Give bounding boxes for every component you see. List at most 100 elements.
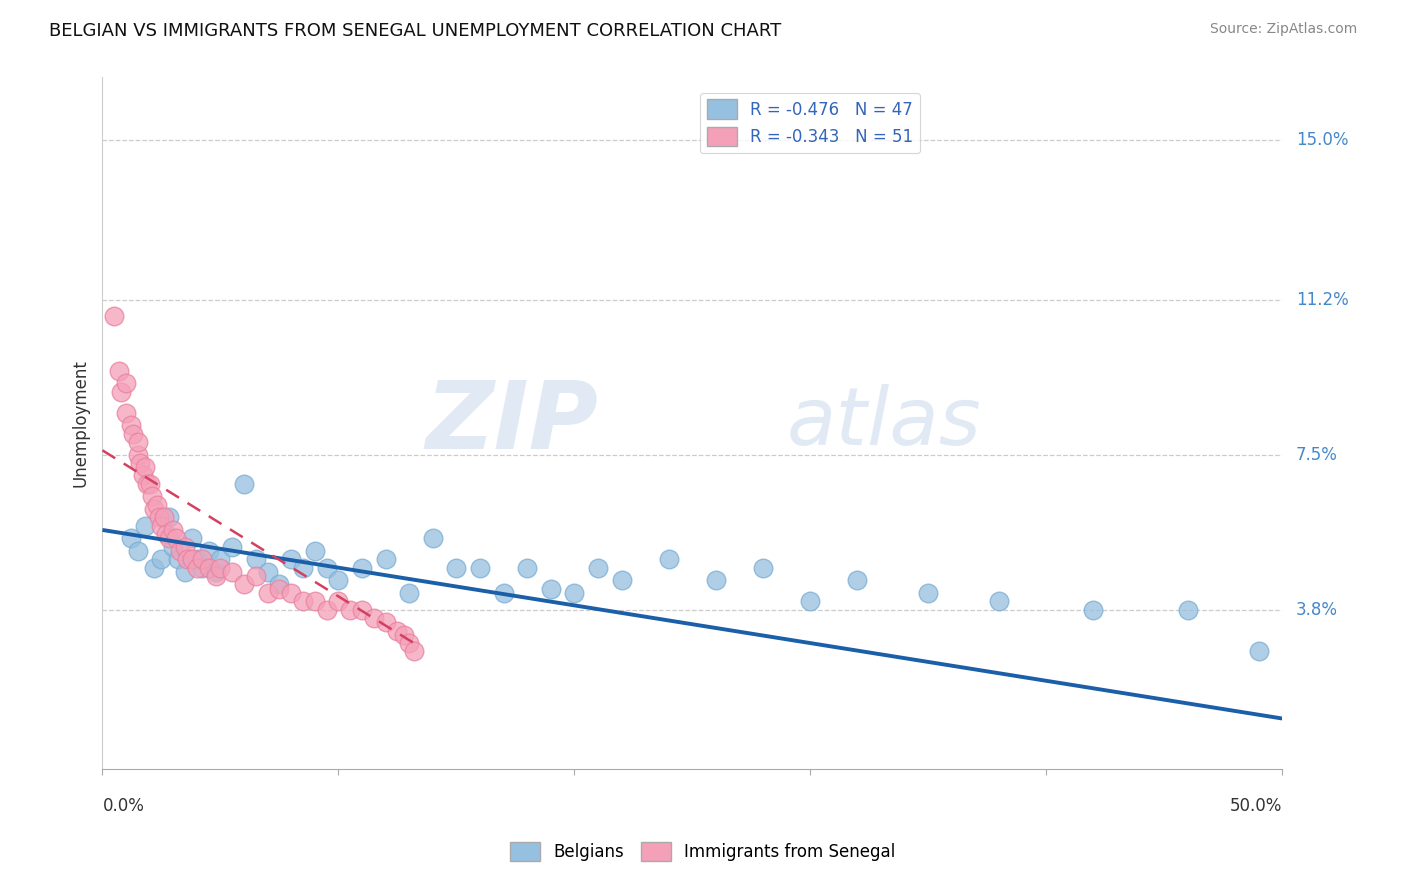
Point (799, 594, 821, 608)
Text: 11.2%: 11.2% (1296, 291, 1348, 309)
Point (150, 552, 173, 566)
Point (256, 586, 278, 600)
Point (120, 418, 142, 433)
Point (150, 518, 173, 533)
Point (398, 636, 420, 650)
Point (197, 544, 219, 558)
Point (110, 384, 132, 399)
Point (115, 376, 138, 391)
Point (176, 552, 198, 566)
Point (127, 544, 149, 558)
Point (1083, 602, 1105, 616)
Point (129, 456, 152, 470)
Point (209, 560, 232, 574)
Point (155, 527, 177, 541)
Point (162, 540, 184, 554)
Point (197, 560, 219, 574)
Point (562, 586, 585, 600)
Point (221, 540, 243, 554)
Point (143, 502, 166, 516)
Point (446, 560, 468, 574)
Point (988, 594, 1011, 608)
Point (233, 577, 256, 591)
Text: ZIP: ZIP (425, 377, 598, 469)
Point (304, 594, 326, 608)
Text: 0.0%: 0.0% (103, 797, 145, 814)
Point (704, 573, 727, 587)
Point (374, 615, 396, 629)
Point (157, 510, 180, 524)
Point (169, 544, 191, 558)
Point (221, 565, 243, 579)
Y-axis label: Unemployment: Unemployment (72, 359, 89, 487)
Point (846, 573, 869, 587)
Text: Source: ZipAtlas.com: Source: ZipAtlas.com (1209, 22, 1357, 37)
Point (204, 565, 226, 579)
Text: atlas: atlas (787, 384, 981, 462)
Point (291, 560, 314, 574)
Point (134, 460, 156, 475)
Point (190, 552, 212, 566)
Point (752, 560, 775, 574)
Text: 3.8%: 3.8% (1296, 600, 1339, 618)
Point (233, 476, 256, 491)
Point (540, 582, 562, 596)
Point (148, 510, 170, 524)
Point (280, 586, 302, 600)
Point (492, 586, 515, 600)
Point (174, 565, 197, 579)
Text: BELGIAN VS IMMIGRANTS FROM SENEGAL UNEMPLOYMENT CORRELATION CHART: BELGIAN VS IMMIGRANTS FROM SENEGAL UNEMP… (49, 22, 782, 40)
Point (181, 532, 204, 546)
Point (269, 577, 291, 591)
Point (136, 476, 159, 491)
Point (190, 560, 212, 574)
Point (181, 552, 204, 566)
Point (315, 560, 337, 574)
Point (328, 573, 350, 587)
Point (1177, 602, 1199, 616)
Point (157, 532, 180, 546)
Point (350, 602, 373, 616)
Point (1247, 644, 1270, 658)
Point (374, 552, 396, 566)
Point (658, 552, 681, 566)
Point (917, 586, 939, 600)
Point (127, 434, 149, 449)
Point (350, 560, 373, 574)
Point (398, 586, 420, 600)
Point (363, 611, 385, 625)
Point (143, 560, 166, 574)
Point (165, 532, 187, 546)
Point (120, 532, 142, 546)
Point (167, 552, 190, 566)
Text: 15.0%: 15.0% (1296, 131, 1348, 149)
Text: 7.5%: 7.5% (1296, 445, 1339, 464)
Text: 50.0%: 50.0% (1230, 797, 1282, 814)
Point (108, 364, 131, 378)
Point (339, 602, 361, 616)
Point (162, 523, 184, 537)
Point (131, 468, 153, 483)
Point (315, 602, 337, 616)
Point (174, 540, 197, 554)
Legend: Belgians, Immigrants from Senegal: Belgians, Immigrants from Senegal (503, 835, 903, 868)
Point (269, 582, 291, 596)
Point (103, 310, 125, 324)
Legend: R = -0.476   N = 47, R = -0.343   N = 51: R = -0.476 N = 47, R = -0.343 N = 51 (700, 93, 920, 153)
Point (209, 552, 232, 566)
Point (245, 552, 267, 566)
Point (394, 628, 416, 642)
Point (280, 552, 302, 566)
Point (468, 560, 491, 574)
Point (127, 448, 149, 462)
Point (134, 518, 156, 533)
Point (291, 594, 314, 608)
Point (245, 569, 267, 583)
Point (256, 565, 278, 579)
Point (152, 510, 174, 524)
Point (122, 426, 145, 441)
Point (586, 560, 609, 574)
Point (610, 573, 633, 587)
Point (422, 532, 444, 546)
Point (186, 552, 208, 566)
